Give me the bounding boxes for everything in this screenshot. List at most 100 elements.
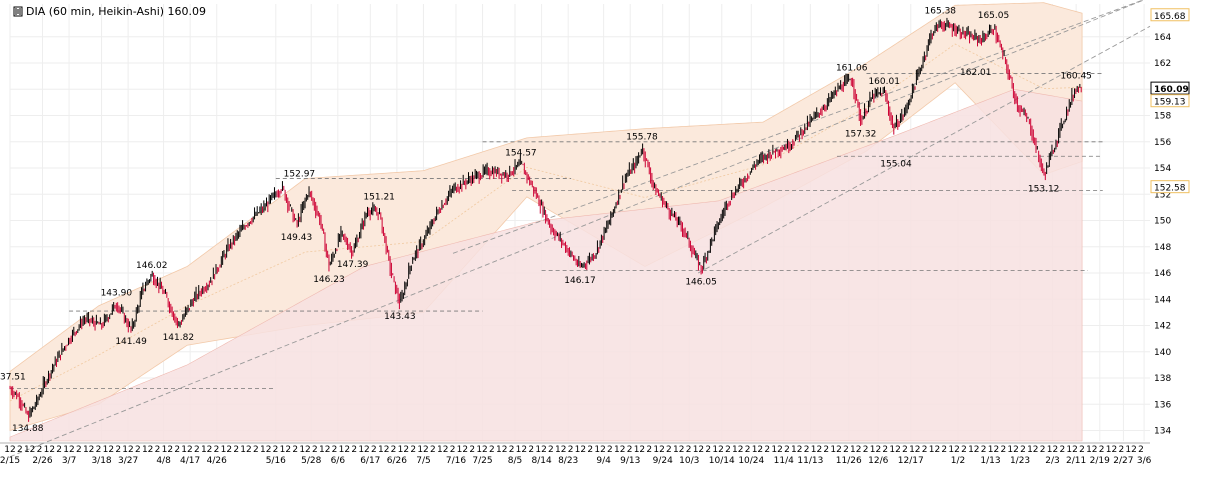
x-date-label: 1/2 <box>951 456 965 466</box>
x-hour-tick-label: 12 <box>476 445 487 455</box>
x-hour-tick-label: 2 <box>332 445 338 455</box>
price-annotation: 147.39 <box>337 260 369 270</box>
lower-shaded-region <box>9 88 1083 442</box>
x-date-label: 7/25 <box>472 456 492 466</box>
y-tick-label: 148 <box>1154 243 1171 253</box>
x-hour-tick-label: 2 <box>391 445 397 455</box>
y-tick-label: 164 <box>1154 33 1171 43</box>
price-box-frame <box>1150 94 1190 108</box>
x-hour-tick-label: 12 <box>653 445 664 455</box>
x-hour-tick-label: 12 <box>398 445 409 455</box>
x-date-label: 8/5 <box>508 456 522 466</box>
x-hour-tick-label: 12 <box>339 445 350 455</box>
trendline-2 <box>697 25 1151 274</box>
x-date-label: 10/3 <box>679 456 699 466</box>
x-hour-tick-label: 2 <box>37 445 43 455</box>
x-hour-tick-label: 2 <box>843 445 849 455</box>
x-hour-tick-label: 12 <box>201 445 212 455</box>
x-hour-tick-label: 2 <box>784 445 790 455</box>
x-hour-tick-label: 2 <box>1000 445 1006 455</box>
x-hour-tick-label: 2 <box>509 445 515 455</box>
x-date-label: 3/6 <box>1137 456 1152 466</box>
chart-title: DIA (60 min, Heikin-Ashi) 160.09 <box>26 5 206 18</box>
x-hour-tick-label: 12 <box>988 445 999 455</box>
x-date-label: 3/7 <box>62 456 76 466</box>
envelope-midline <box>9 43 1083 402</box>
price-annotation: 146.23 <box>313 275 345 285</box>
x-date-label: 1/13 <box>980 456 1000 466</box>
price-annotation: 143.43 <box>384 312 416 322</box>
x-hour-tick-label: 12 <box>417 445 428 455</box>
x-hour-tick-label: 12 <box>378 445 389 455</box>
y-tick-label: 142 <box>1154 322 1171 332</box>
x-hour-tick-label: 12 <box>614 445 625 455</box>
x-hour-tick-label: 2 <box>764 445 770 455</box>
y-tick-label: 146 <box>1154 269 1171 279</box>
x-hour-tick-label: 12 <box>870 445 881 455</box>
price-annotation: 155.78 <box>626 133 658 143</box>
x-hour-tick-label: 12 <box>634 445 645 455</box>
x-hour-tick-label: 2 <box>273 445 279 455</box>
x-date-label: 11/13 <box>797 456 823 466</box>
x-date-label: 2/26 <box>32 456 52 466</box>
x-date-label: 12/17 <box>898 456 924 466</box>
y-tick-label: 156 <box>1154 138 1171 148</box>
x-date-label: 3/27 <box>118 456 138 466</box>
price-annotation: 134.88 <box>12 424 44 434</box>
x-hour-tick-label: 12 <box>260 445 271 455</box>
x-hour-tick-label: 2 <box>902 445 908 455</box>
x-hour-tick-label: 12 <box>594 445 605 455</box>
x-hour-tick-label: 12 <box>142 445 153 455</box>
x-hour-tick-label: 2 <box>1040 445 1046 455</box>
x-hour-tick-label: 12 <box>535 445 546 455</box>
x-hour-tick-label: 12 <box>1047 445 1058 455</box>
x-hour-tick-label: 12 <box>457 445 468 455</box>
y-tick-label: 154 <box>1154 164 1171 174</box>
x-hour-tick-label: 12 <box>4 445 15 455</box>
price-annotation: 141.49 <box>115 337 147 347</box>
x-date-label: 11/4 <box>774 456 794 466</box>
price-box-label: 159.13 <box>1154 98 1186 108</box>
price-annotation: 146.17 <box>564 276 596 286</box>
x-hour-tick-label: 2 <box>981 445 987 455</box>
x-date-label: 2/3 <box>1045 456 1059 466</box>
price-annotation: 141.82 <box>163 333 195 343</box>
x-date-label: 4/8 <box>156 456 171 466</box>
x-date-label: 4/26 <box>207 456 227 466</box>
x-hour-tick-label: 2 <box>312 445 318 455</box>
x-hour-tick-label: 12 <box>811 445 822 455</box>
price-annotation: 146.05 <box>685 277 717 287</box>
y-tick-label: 150 <box>1154 217 1171 227</box>
price-annotation: 155.04 <box>880 159 912 169</box>
trendline-1 <box>452 0 1145 254</box>
x-hour-tick-label: 2 <box>233 445 239 455</box>
y-tick-label: 158 <box>1154 112 1171 122</box>
x-hour-tick-label: 2 <box>292 445 298 455</box>
x-hour-tick-label: 2 <box>941 445 947 455</box>
x-hour-tick-label: 2 <box>56 445 62 455</box>
x-hour-tick-label: 12 <box>162 445 173 455</box>
x-date-label: 2/15 <box>0 456 20 466</box>
x-date-label: 8/23 <box>558 456 578 466</box>
price-annotation: 165.38 <box>925 7 957 17</box>
x-hour-tick-label: 12 <box>850 445 861 455</box>
x-hour-tick-label: 12 <box>732 445 743 455</box>
x-hour-tick-label: 2 <box>17 445 23 455</box>
x-hour-tick-label: 12 <box>1007 445 1018 455</box>
x-hour-tick-label: 12 <box>358 445 369 455</box>
x-hour-tick-label: 2 <box>194 445 200 455</box>
price-annotation: 160.45 <box>1060 71 1092 81</box>
price-box-label: 152.58 <box>1154 184 1186 194</box>
price-box-frame <box>1150 81 1190 95</box>
x-hour-tick-label: 12 <box>1086 445 1097 455</box>
price-annotation: 154.57 <box>505 149 537 159</box>
x-date-label: 12/6 <box>868 456 888 466</box>
x-date-label: 6/17 <box>360 456 380 466</box>
price-annotation: 153.12 <box>1028 185 1060 195</box>
x-hour-tick-label: 12 <box>1106 445 1117 455</box>
price-annotation: 160.01 <box>868 77 900 87</box>
x-hour-tick-label: 12 <box>693 445 704 455</box>
x-hour-tick-label: 2 <box>1138 445 1144 455</box>
